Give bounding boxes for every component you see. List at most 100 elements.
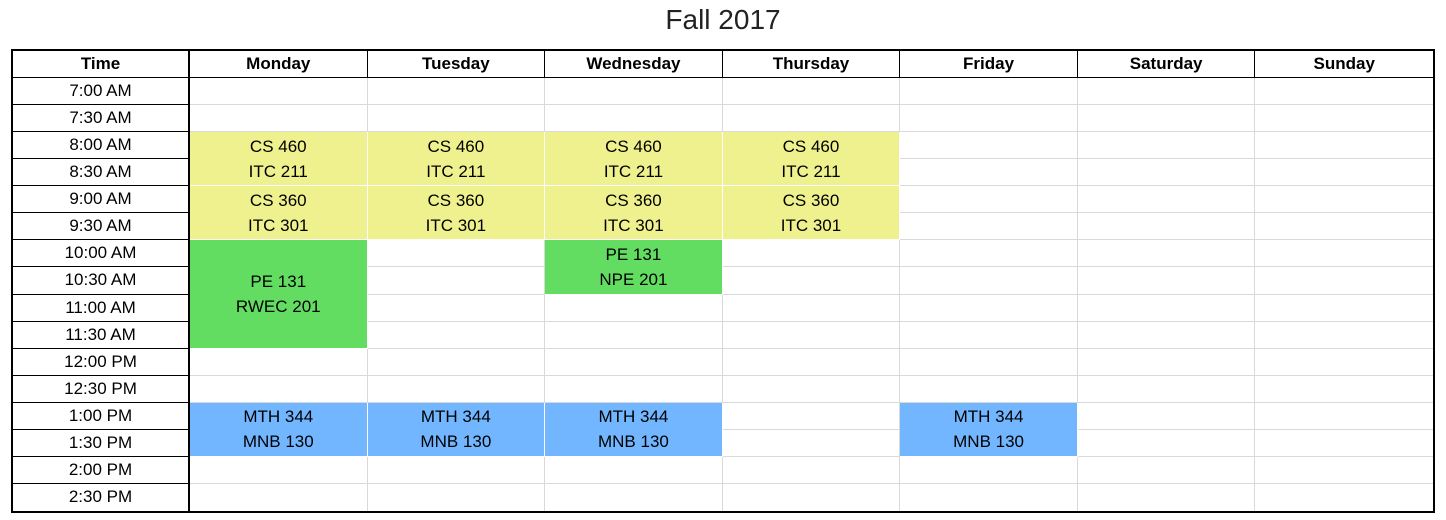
schedule-cell[interactable] [723,483,901,511]
schedule-cell[interactable] [190,78,368,106]
course-code: MTH 344 [598,407,669,427]
schedule-cell[interactable] [1255,430,1433,457]
schedule-cell[interactable] [1255,132,1433,160]
schedule-cell[interactable] [1255,484,1433,511]
schedule-cell[interactable] [1255,213,1433,241]
schedule-cell[interactable] [1077,159,1256,187]
schedule-cell[interactable] [545,321,723,349]
schedule-cell[interactable] [900,240,1078,268]
schedule-cell[interactable] [1077,456,1256,484]
schedule-cell[interactable] [900,213,1078,241]
schedule-cell[interactable] [1077,402,1256,430]
schedule-cell[interactable] [722,456,901,484]
schedule-cell[interactable] [1077,375,1256,403]
class-block[interactable]: CS 360 ITC 301 [190,186,368,241]
schedule-cell[interactable] [1077,186,1256,214]
schedule-cell[interactable] [545,105,723,133]
schedule-cell[interactable] [1255,376,1433,403]
schedule-cell[interactable] [545,78,723,106]
schedule-cell[interactable] [1255,457,1433,484]
schedule-cell[interactable] [545,456,723,484]
schedule-cell[interactable] [1077,348,1256,376]
schedule-cell[interactable] [1077,267,1256,295]
schedule-cell[interactable] [900,294,1078,322]
schedule-cell[interactable] [1255,322,1433,349]
schedule-cell[interactable] [367,348,546,376]
schedule-cell[interactable] [1255,78,1433,106]
schedule-cell[interactable] [722,402,901,430]
schedule-cell[interactable] [1255,403,1433,430]
schedule-cell[interactable] [190,456,368,484]
class-block[interactable]: CS 460 ITC 211 [722,132,901,187]
class-block[interactable]: PE 131 RWEC 201 [190,240,368,349]
schedule-cell[interactable] [367,456,546,484]
schedule-cell[interactable] [367,375,546,403]
schedule-cell[interactable] [367,267,546,295]
schedule-cell[interactable] [190,483,368,511]
schedule-cell[interactable] [722,294,901,322]
schedule-cell[interactable] [722,105,901,133]
schedule-cell[interactable] [722,78,901,106]
schedule-cell[interactable] [1255,105,1433,133]
class-block[interactable]: MTH 344 MNB 130 [545,402,723,457]
schedule-cell[interactable] [1077,240,1256,268]
schedule-cell[interactable] [367,240,546,268]
schedule-cell[interactable] [545,375,723,403]
schedule-cell[interactable] [900,321,1078,349]
schedule-cell[interactable] [190,348,368,376]
schedule-cell[interactable] [190,375,368,403]
schedule-cell[interactable] [1077,321,1256,349]
class-block[interactable]: PE 131 NPE 201 [545,240,723,295]
schedule-cell[interactable] [367,294,546,322]
class-block[interactable]: CS 460 ITC 211 [367,132,546,187]
schedule-cell[interactable] [1255,159,1433,187]
schedule-cell[interactable] [1077,429,1256,457]
schedule-cell[interactable] [900,348,1078,376]
schedule-cell[interactable] [900,267,1078,295]
schedule-cell[interactable] [1077,294,1256,322]
schedule-cell[interactable] [1255,267,1433,295]
schedule-cell[interactable] [722,348,901,376]
schedule-cell[interactable] [900,483,1078,511]
schedule-cell[interactable] [900,105,1078,133]
schedule-cell[interactable] [1255,349,1433,376]
schedule-cell[interactable] [1077,105,1256,133]
class-block[interactable]: CS 360 ITC 301 [545,186,723,241]
schedule-cell[interactable] [1255,295,1433,322]
schedule-cell[interactable] [900,186,1078,214]
schedule-cell[interactable] [900,78,1078,106]
schedule-cell[interactable] [722,429,901,457]
schedule-cell[interactable] [1077,78,1256,106]
schedule-cell[interactable] [722,267,901,295]
schedule-cell[interactable] [367,105,546,133]
class-block[interactable]: CS 460 ITC 211 [545,132,723,187]
schedule-cell[interactable] [722,240,901,268]
class-block[interactable]: MTH 344 MNB 130 [190,402,368,457]
schedule-cell[interactable] [367,321,546,349]
schedule-cell[interactable] [900,159,1078,187]
class-block[interactable]: CS 360 ITC 301 [722,186,901,241]
room-label: ITC 301 [248,215,309,235]
time-label: 1:30 PM [13,429,190,457]
schedule-cell[interactable] [900,375,1078,403]
schedule-cell[interactable] [367,78,546,106]
schedule-cell[interactable] [368,483,546,511]
schedule-cell[interactable] [190,105,368,133]
schedule-cell[interactable] [1077,132,1256,160]
schedule-cell[interactable] [1255,186,1433,214]
class-block[interactable]: CS 360 ITC 301 [367,186,546,241]
schedule-cell[interactable] [545,348,723,376]
class-block[interactable]: CS 460 ITC 211 [190,132,368,187]
schedule-cell[interactable] [900,132,1078,160]
class-block[interactable]: MTH 344 MNB 130 [900,402,1078,457]
schedule-cell[interactable] [1078,483,1256,511]
class-block[interactable]: MTH 344 MNB 130 [367,402,546,457]
schedule-cell[interactable] [1077,213,1256,241]
schedule-cell[interactable] [722,321,901,349]
schedule-cell[interactable] [545,483,723,511]
schedule-cell[interactable] [1255,240,1433,268]
schedule-cell[interactable] [722,375,901,403]
schedule-cell[interactable] [545,294,723,322]
time-label: 9:00 AM [13,186,190,214]
schedule-cell[interactable] [900,456,1078,484]
